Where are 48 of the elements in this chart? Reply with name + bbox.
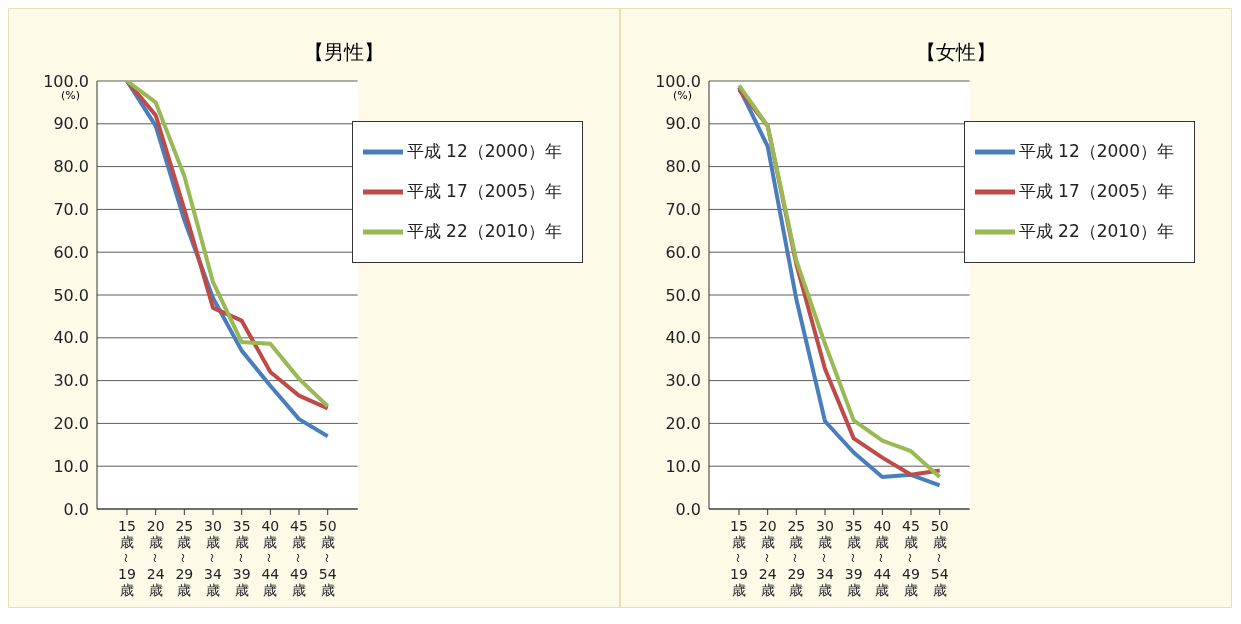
y-tick-label: 60.0 xyxy=(53,242,89,262)
x-tick-label: 45歳～49歳 xyxy=(902,518,920,598)
x-tick-label: 40歳～44歳 xyxy=(873,518,892,598)
y-tick-label: 30.0 xyxy=(665,371,701,391)
y-tick-label: 60.0 xyxy=(665,242,701,262)
y-tick-label: 100.0 xyxy=(655,71,701,91)
chart-title: 【女性】 xyxy=(915,39,997,66)
y-tick-label: 70.0 xyxy=(665,200,701,220)
y-tick-label: 0.0 xyxy=(675,499,701,519)
x-tick-label: 50歳～54歳 xyxy=(318,518,337,598)
y-tick-label: 70.0 xyxy=(53,200,89,220)
y-tick-label: 20.0 xyxy=(665,414,701,434)
legend-label: 平成 17（2005）年 xyxy=(406,181,562,201)
y-tick-label: 30.0 xyxy=(53,371,89,391)
x-tick-label: 20歳～24歳 xyxy=(146,518,165,598)
x-tick-label: 30歳～34歳 xyxy=(816,518,834,598)
x-tick-label: 35歳～39歳 xyxy=(232,518,251,598)
x-tick-label: 25歳～29歳 xyxy=(787,518,806,598)
y-tick-label: 80.0 xyxy=(665,157,701,177)
legend-label: 平成 17（2005）年 xyxy=(1018,181,1174,201)
x-tick-label: 25歳～29歳 xyxy=(175,518,194,598)
x-tick-label: 50歳～54歳 xyxy=(930,518,949,598)
y-tick-label: 100.0 xyxy=(43,71,89,91)
y-tick-label: 40.0 xyxy=(53,328,89,348)
y-tick-label: 50.0 xyxy=(53,285,89,305)
y-tick-label: 10.0 xyxy=(665,456,701,476)
y-tick-label: 0.0 xyxy=(63,499,89,519)
x-tick-label: 15歳～19歳 xyxy=(730,518,748,598)
legend-label: 平成 22（2010）年 xyxy=(1018,221,1174,241)
x-tick-label: 20歳～24歳 xyxy=(758,518,777,598)
y-tick-label: 20.0 xyxy=(53,414,89,434)
legend-label: 平成 12（2000）年 xyxy=(406,141,562,161)
y-axis-title: (%) xyxy=(673,89,693,102)
y-tick-label: 10.0 xyxy=(53,456,89,476)
x-tick-label: 40歳～44歳 xyxy=(261,518,280,598)
y-tick-label: 50.0 xyxy=(665,285,701,305)
legend-label: 平成 12（2000）年 xyxy=(1018,141,1174,161)
y-axis-title: (%) xyxy=(61,89,81,102)
x-tick-label: 35歳～39歳 xyxy=(844,518,863,598)
y-tick-label: 90.0 xyxy=(665,114,701,134)
x-tick-label: 45歳～49歳 xyxy=(290,518,308,598)
x-tick-label: 15歳～19歳 xyxy=(118,518,136,598)
x-tick-label: 30歳～34歳 xyxy=(204,518,222,598)
y-tick-label: 80.0 xyxy=(53,157,89,177)
y-tick-label: 90.0 xyxy=(53,114,89,134)
chart-title: 【男性】 xyxy=(303,39,385,66)
legend-label: 平成 22（2010）年 xyxy=(406,221,562,241)
y-tick-label: 40.0 xyxy=(665,328,701,348)
